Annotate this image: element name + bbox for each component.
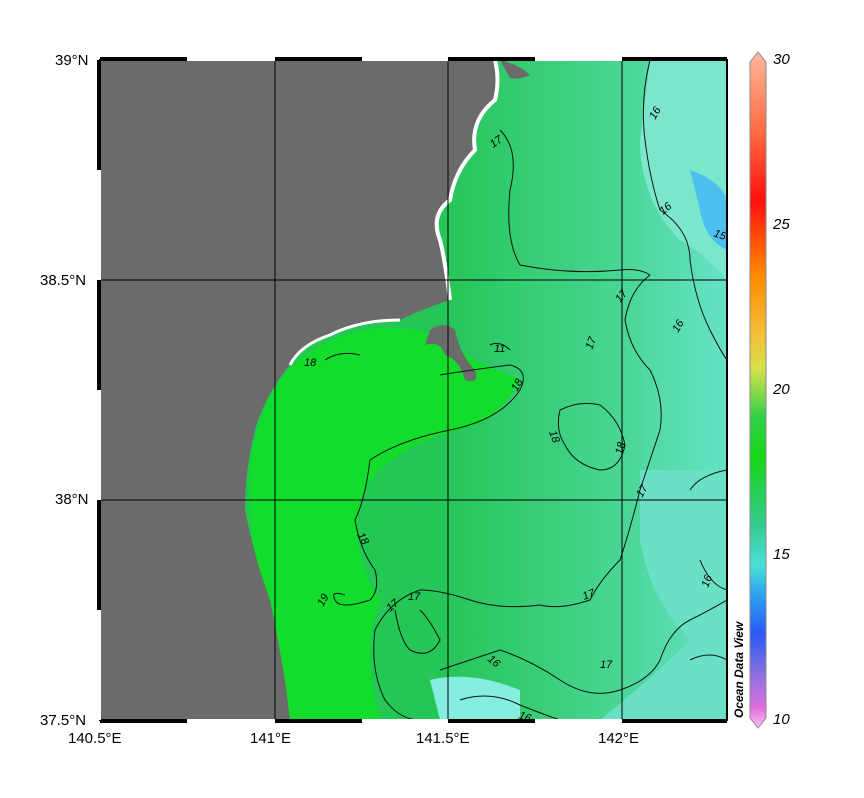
contour-label: 18	[304, 357, 317, 369]
contour-label: 17	[600, 659, 613, 671]
credit-label: Ocean Data View	[732, 621, 746, 718]
colorbar	[749, 51, 767, 729]
contour-line	[419, 274, 662, 608]
ocean-warm-zone	[250, 328, 520, 720]
lon-tick-label: 141.5°E	[416, 730, 470, 747]
lat-tick-label: 38.5°N	[40, 272, 87, 289]
contour-label: 17	[408, 591, 421, 603]
contour-line	[689, 469, 727, 491]
contour-line	[689, 654, 727, 661]
contour-line	[699, 559, 727, 591]
land-mass	[425, 325, 477, 382]
land-mass	[500, 60, 530, 79]
contour-label: 17	[584, 335, 600, 351]
coastline-edge	[288, 318, 401, 366]
colorbar-tick-label: 15	[773, 546, 790, 563]
contour-line	[557, 402, 626, 471]
contour-label: 16	[517, 710, 533, 726]
contour-label: 11	[494, 343, 505, 355]
contour-label: 15	[712, 228, 728, 244]
contour-label: 18	[613, 440, 628, 456]
colorbar-tick-label: 30	[773, 51, 790, 68]
ocean-cool-zone	[690, 170, 727, 250]
contour-line	[439, 599, 727, 694]
contour-line	[373, 589, 421, 720]
contour-line	[499, 129, 651, 276]
graticule	[100, 60, 727, 720]
contour-label: 19	[315, 592, 332, 609]
lat-tick-label: 39°N	[55, 52, 89, 69]
colorbar-tick-label: 20	[773, 381, 790, 398]
contour-line	[324, 352, 361, 361]
lon-tick-label: 140.5°E	[68, 730, 122, 747]
contour-label: 17	[581, 587, 597, 603]
lat-tick-label: 38°N	[55, 491, 89, 508]
contour-line	[333, 459, 378, 606]
contour-line	[394, 609, 441, 654]
contour-line	[642, 60, 727, 361]
lon-tick-label: 141°E	[250, 730, 292, 747]
lat-tick-label: 37.5°N	[40, 712, 87, 729]
colorbar-tick-label: 10	[773, 711, 790, 728]
contour-label: 16	[700, 573, 716, 589]
contour-line	[459, 695, 561, 720]
frame-scale-bars	[97, 57, 727, 723]
contour-line	[489, 342, 511, 351]
contour-label: 18	[546, 429, 562, 445]
colorbar-tick-label: 25	[773, 216, 790, 233]
coastline-edge	[434, 60, 500, 301]
land-mass	[100, 60, 498, 720]
contour-line	[369, 364, 524, 461]
ocean-cool-zone	[430, 676, 520, 720]
lon-tick-label: 142°E	[598, 730, 640, 747]
